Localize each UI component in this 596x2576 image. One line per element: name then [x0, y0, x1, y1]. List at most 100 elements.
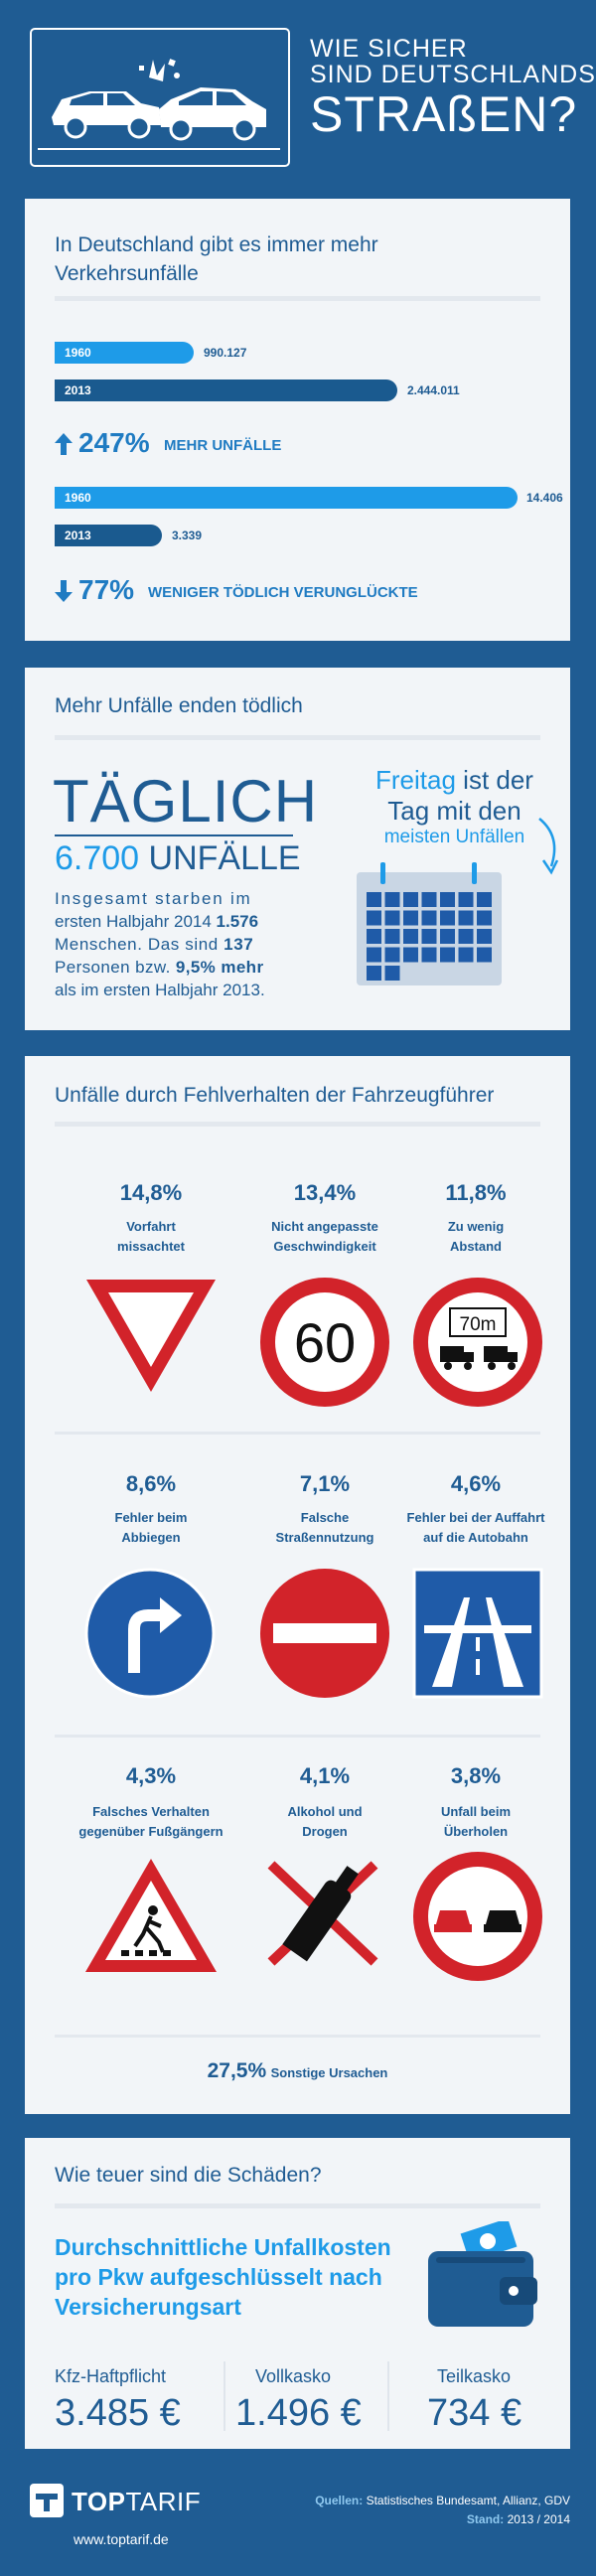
bar-accidents-2013: 2013	[55, 379, 397, 401]
title-line-2: SIND DEUTSCHLANDS	[310, 61, 596, 89]
calendar-day-cell	[403, 947, 418, 963]
divider	[55, 1432, 540, 1435]
calendar-day-cell	[458, 910, 474, 926]
cause-label: Vorfahrt missachtet	[117, 1219, 185, 1254]
cause-label: Zu wenig Abstand	[447, 1219, 505, 1254]
cause-label: Falsches Verhalten gegenüber Fußgängern	[78, 1804, 224, 1839]
divider	[55, 735, 540, 740]
distance-value: 70m	[460, 1314, 497, 1335]
cause-label: Unfall beim Überholen	[440, 1804, 512, 1839]
turn-right-sign-icon	[82, 1566, 218, 1706]
cause-label: Falsche Straßennutzung	[275, 1510, 374, 1545]
calendar-day-cell	[421, 892, 437, 907]
cost-label: Kfz-Haftpflicht	[55, 2366, 167, 2386]
fatal-text-line: Menschen. Das sind 137	[55, 934, 254, 954]
divider	[224, 2361, 225, 2431]
bar-value: 3.339	[172, 529, 203, 542]
bar-deaths-1960: 1960	[55, 487, 518, 509]
speed-limit-sign-icon: 60	[257, 1275, 392, 1415]
causes-panel: Unfälle durch Fehlverhalten der Fahrzeug…	[25, 1056, 570, 2114]
costs-title: Wie teuer sind die Schäden?	[55, 2164, 322, 2187]
fatal-panel: Mehr Unfälle enden tödlich TÄGLICH 6.700…	[25, 668, 570, 1030]
pedestrian-crossing-sign-icon	[81, 1855, 221, 1983]
calendar-day-cell	[477, 929, 492, 944]
wallet-icon	[422, 2218, 541, 2338]
calendar-day-cell	[367, 947, 381, 963]
brand-url[interactable]: www.toptarif.de	[74, 2531, 169, 2547]
cause-percent: 4,1%	[299, 1763, 351, 1788]
cause-percent: 13,4%	[293, 1180, 357, 1205]
title-line-1: WIE SICHER	[310, 35, 468, 63]
bar-value: 14.406	[526, 491, 563, 505]
calendar-day-cell	[384, 910, 400, 926]
calendar-day-cell	[421, 910, 437, 926]
footer-sources: Quellen: Statistisches Bundesamt, Allian…	[315, 2494, 570, 2527]
brand-logo-icon	[30, 2484, 64, 2522]
calendar-day-cell	[421, 947, 437, 963]
page-title: WIE SICHER SIND DEUTSCHLANDS STRAßEN?	[310, 36, 596, 140]
cause-percent: 4,3%	[125, 1763, 177, 1788]
brand-name: TOPTARIF	[72, 2487, 202, 2516]
accidents-title-line-1: In Deutschland gibt es immer mehr	[55, 233, 378, 256]
calendar-day-cell	[440, 910, 455, 926]
cause-percent: 11,8%	[445, 1180, 507, 1205]
divider	[55, 1122, 540, 1127]
calendar-day-cell	[384, 947, 400, 963]
bar-value: 2.444.011	[407, 383, 460, 397]
costs-heading: Durchschnittliche Unfallkosten pro Pkw a…	[55, 2234, 391, 2320]
no-entry-sign-icon	[257, 1566, 392, 1706]
calendar-day-cell	[367, 929, 381, 944]
divider	[55, 2203, 540, 2208]
bar-year-label: 1960	[65, 491, 91, 505]
cost-value: 3.485 €	[55, 2392, 181, 2434]
cause-label: Fehler beim Abbiegen	[114, 1510, 188, 1545]
daily-count-line: 6.700 UNFÄLLE	[55, 839, 301, 878]
calendar-day-cell	[403, 929, 418, 944]
title-line-3: STRAßEN?	[310, 85, 578, 142]
distance-sign-icon: 70m	[410, 1275, 545, 1415]
daily-word: UNFÄLLE	[148, 839, 301, 877]
divider	[55, 2035, 540, 2038]
divider	[387, 2361, 389, 2431]
bar-year-label: 1960	[65, 346, 91, 360]
cause-label: Alkohol und Drogen	[287, 1804, 363, 1839]
cost-label: Teilkasko	[437, 2366, 512, 2386]
calendar-day-cell	[367, 892, 381, 907]
calendar-day-cell	[458, 892, 474, 907]
daily-heading: TÄGLICH	[53, 768, 319, 834]
divider	[55, 296, 540, 301]
fatal-text-line: ersten Halbjahr 2014 1.576	[55, 911, 259, 931]
fatal-title: Mehr Unfälle enden tödlich	[55, 694, 303, 717]
bar-year-label: 2013	[65, 529, 91, 542]
yield-sign-icon	[81, 1275, 221, 1399]
calendar-day-cell	[477, 910, 492, 926]
cost-value: 734 €	[427, 2392, 522, 2434]
motorway-sign-icon	[412, 1568, 543, 1704]
arrow-up-icon	[55, 433, 73, 460]
other-causes: 27,5% Sonstige Ursachen	[25, 2059, 570, 2083]
calendar-day-cell	[403, 910, 418, 926]
calendar-day-cell	[477, 892, 492, 907]
cause-percent: 8,6%	[125, 1471, 177, 1496]
other-causes-label: Sonstige Ursachen	[270, 2065, 388, 2080]
cause-percent: 4,6%	[450, 1471, 502, 1496]
bar-accidents-1960: 1960	[55, 342, 194, 364]
calendar-day-cell	[403, 892, 418, 907]
cost-value: 1.496 €	[235, 2392, 362, 2434]
accidents-change-label: MEHR UNFÄLLE	[164, 437, 282, 454]
speed-limit-value: 60	[294, 1311, 356, 1374]
car-crash-icon	[38, 59, 280, 150]
calendar-day-cell	[440, 947, 455, 963]
accidents-panel: In Deutschland gibt es immer mehr Verkeh…	[25, 199, 570, 641]
calendar-day-cell	[458, 947, 474, 963]
header-illustration-frame	[30, 28, 290, 167]
cause-percent: 3,8%	[450, 1763, 502, 1788]
calendar-day-cell	[440, 929, 455, 944]
deaths-change-percent: 77%	[78, 574, 135, 605]
calendar-day-cell	[384, 966, 400, 981]
arrow-down-icon	[55, 580, 73, 607]
friday-statement: Freitag ist der Tag mit den meisten Unfä…	[375, 765, 533, 848]
cost-label: Vollkasko	[255, 2366, 332, 2386]
calendar-day-cell	[384, 929, 400, 944]
friday-word: Freitag	[375, 765, 456, 795]
